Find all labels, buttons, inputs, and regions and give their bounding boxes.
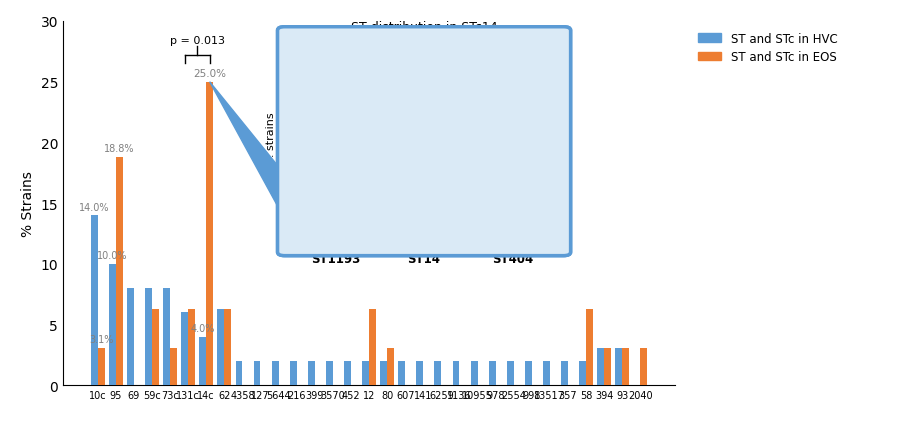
Bar xyxy=(254,361,260,385)
Bar xyxy=(272,361,279,385)
Bar xyxy=(127,289,134,385)
Text: p = 0.013: p = 0.013 xyxy=(170,36,225,46)
Bar xyxy=(453,361,459,385)
Bar xyxy=(598,348,604,385)
Bar xyxy=(224,310,231,385)
Bar xyxy=(199,337,206,385)
Bar xyxy=(580,361,586,385)
Bar xyxy=(98,348,104,385)
Bar xyxy=(290,361,297,385)
Bar xyxy=(586,310,593,385)
Text: 18.8%: 18.8% xyxy=(104,144,134,154)
Bar xyxy=(362,361,369,385)
Bar xyxy=(91,216,98,385)
Text: 14.0%: 14.0% xyxy=(79,202,110,212)
Bar xyxy=(380,361,387,385)
Bar xyxy=(109,264,116,385)
Bar xyxy=(543,361,550,385)
Bar xyxy=(170,348,177,385)
Text: 10.0%: 10.0% xyxy=(97,251,128,261)
Bar xyxy=(145,289,152,385)
Text: 3.1%: 3.1% xyxy=(89,334,113,344)
Bar xyxy=(604,348,611,385)
Bar xyxy=(417,361,423,385)
Bar xyxy=(507,361,514,385)
Bar xyxy=(163,289,170,385)
Bar xyxy=(525,361,532,385)
Bar xyxy=(387,348,394,385)
Bar xyxy=(616,348,622,385)
Bar xyxy=(640,348,647,385)
Bar xyxy=(188,310,195,385)
Bar xyxy=(435,361,441,385)
Bar xyxy=(181,313,188,385)
Bar xyxy=(116,158,122,385)
Bar xyxy=(489,361,496,385)
Bar xyxy=(206,82,213,385)
Bar xyxy=(326,361,333,385)
Y-axis label: % Strains: % Strains xyxy=(21,171,35,237)
Bar xyxy=(344,361,351,385)
Bar xyxy=(399,361,405,385)
Text: 4.0%: 4.0% xyxy=(191,323,215,333)
Bar xyxy=(471,361,478,385)
Bar xyxy=(308,361,315,385)
Bar xyxy=(236,361,242,385)
Bar xyxy=(561,361,568,385)
Bar xyxy=(218,310,224,385)
Bar xyxy=(369,310,376,385)
Bar xyxy=(152,310,158,385)
Text: 25.0%: 25.0% xyxy=(194,69,226,79)
Bar xyxy=(622,348,629,385)
Legend: ST and STc in HVC, ST and STc in EOS: ST and STc in HVC, ST and STc in EOS xyxy=(693,28,842,69)
